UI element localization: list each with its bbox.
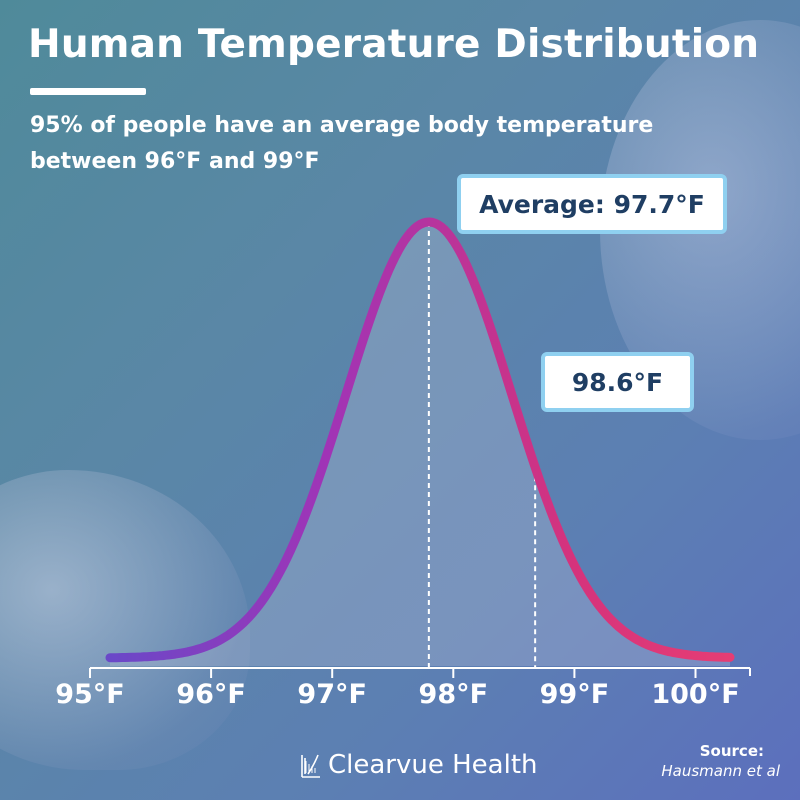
curve-area-fill (110, 222, 730, 666)
x-tick-label: 95°F (55, 679, 125, 710)
normal-temp-callout-label: 98.6°F (571, 367, 664, 397)
x-tick-label: 100°F (651, 679, 739, 710)
x-tick-label: 97°F (297, 679, 367, 710)
title-underline (30, 88, 146, 95)
brand-logo: Clearvue Health (300, 750, 538, 780)
distribution-curve (105, 217, 735, 663)
x-tick-label: 96°F (176, 679, 246, 710)
book-logo-icon (301, 754, 320, 778)
source-value: Hausmann et al (661, 762, 780, 780)
brand-name: Clearvue Health (328, 750, 538, 780)
x-tick-label: 99°F (540, 679, 610, 710)
x-tick-label: 98°F (419, 679, 489, 710)
chart-subtitle: 95% of people have an average body tempe… (30, 113, 654, 174)
source-label: Source: (699, 742, 764, 760)
chart-title: Human Temperature Distribution (28, 22, 760, 67)
normal-temp-callout: 98.6°F (541, 352, 694, 412)
average-callout: Average: 97.7°F (457, 174, 727, 234)
average-callout-label: Average: 97.7°F (479, 189, 705, 219)
